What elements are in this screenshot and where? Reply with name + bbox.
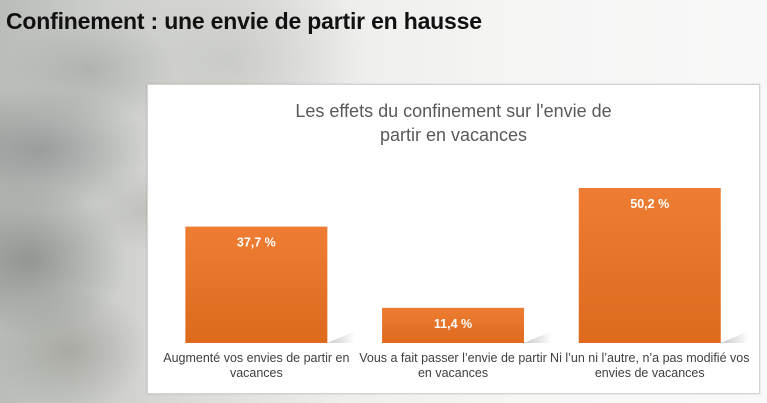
bar-3 <box>578 188 721 343</box>
page-title: Confinement : une envie de partir en hau… <box>6 8 482 34</box>
bar-value-label-2: 11,4 % <box>434 317 472 331</box>
bar-chart: 37,7 % 11,4 % 50,2 % <box>185 188 749 343</box>
x-axis-label-1: Augmenté vos envies de partir en vacance… <box>163 351 350 380</box>
bar-shadow <box>327 331 356 343</box>
bar-value-label-3: 50,2 % <box>630 197 669 211</box>
bar-shadow <box>524 331 553 343</box>
chart-title: Les effets du confinement sur l'envie de… <box>295 101 612 145</box>
bar-shadow <box>720 331 749 343</box>
chart-panel: Les effets du confinement sur l'envie de… <box>147 84 760 394</box>
bar-2 <box>382 307 525 343</box>
bar-1 <box>185 226 328 343</box>
x-axis-label-3: Ni l’un ni l’autre, n’a pas modifié vos … <box>550 351 750 380</box>
x-axis-label-2: Vous a fait passer l’envie de partir en … <box>359 351 547 380</box>
bar-value-label-1: 37,7 % <box>237 236 276 250</box>
